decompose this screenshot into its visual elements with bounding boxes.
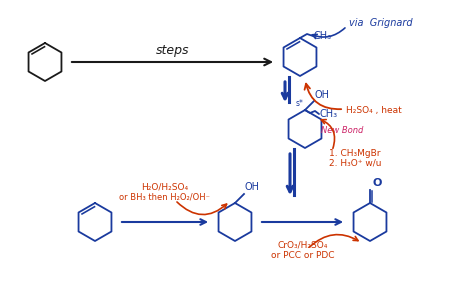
Text: OH: OH: [245, 182, 260, 192]
Text: H₂O/H₂SO₄: H₂O/H₂SO₄: [141, 183, 189, 192]
Text: CH₃: CH₃: [314, 31, 332, 41]
Text: New Bond: New Bond: [321, 126, 364, 135]
Text: CrO₃/H₂SO₄: CrO₃/H₂SO₄: [277, 240, 328, 249]
Text: 2. H₃O⁺ w/u: 2. H₃O⁺ w/u: [329, 159, 382, 168]
Text: H₂SO₄ , heat: H₂SO₄ , heat: [346, 107, 402, 116]
Text: O: O: [373, 178, 383, 188]
Text: or PCC or PDC: or PCC or PDC: [271, 251, 334, 260]
Text: CH₃: CH₃: [320, 109, 338, 119]
Text: OH: OH: [315, 90, 330, 100]
Text: 1. CH₃MgBr: 1. CH₃MgBr: [329, 149, 381, 158]
Text: s*: s*: [295, 99, 303, 108]
Text: steps: steps: [156, 44, 189, 57]
Text: via  Grignard: via Grignard: [349, 18, 413, 28]
Text: or BH₃ then H₂O₂/OH⁻: or BH₃ then H₂O₂/OH⁻: [119, 193, 210, 202]
